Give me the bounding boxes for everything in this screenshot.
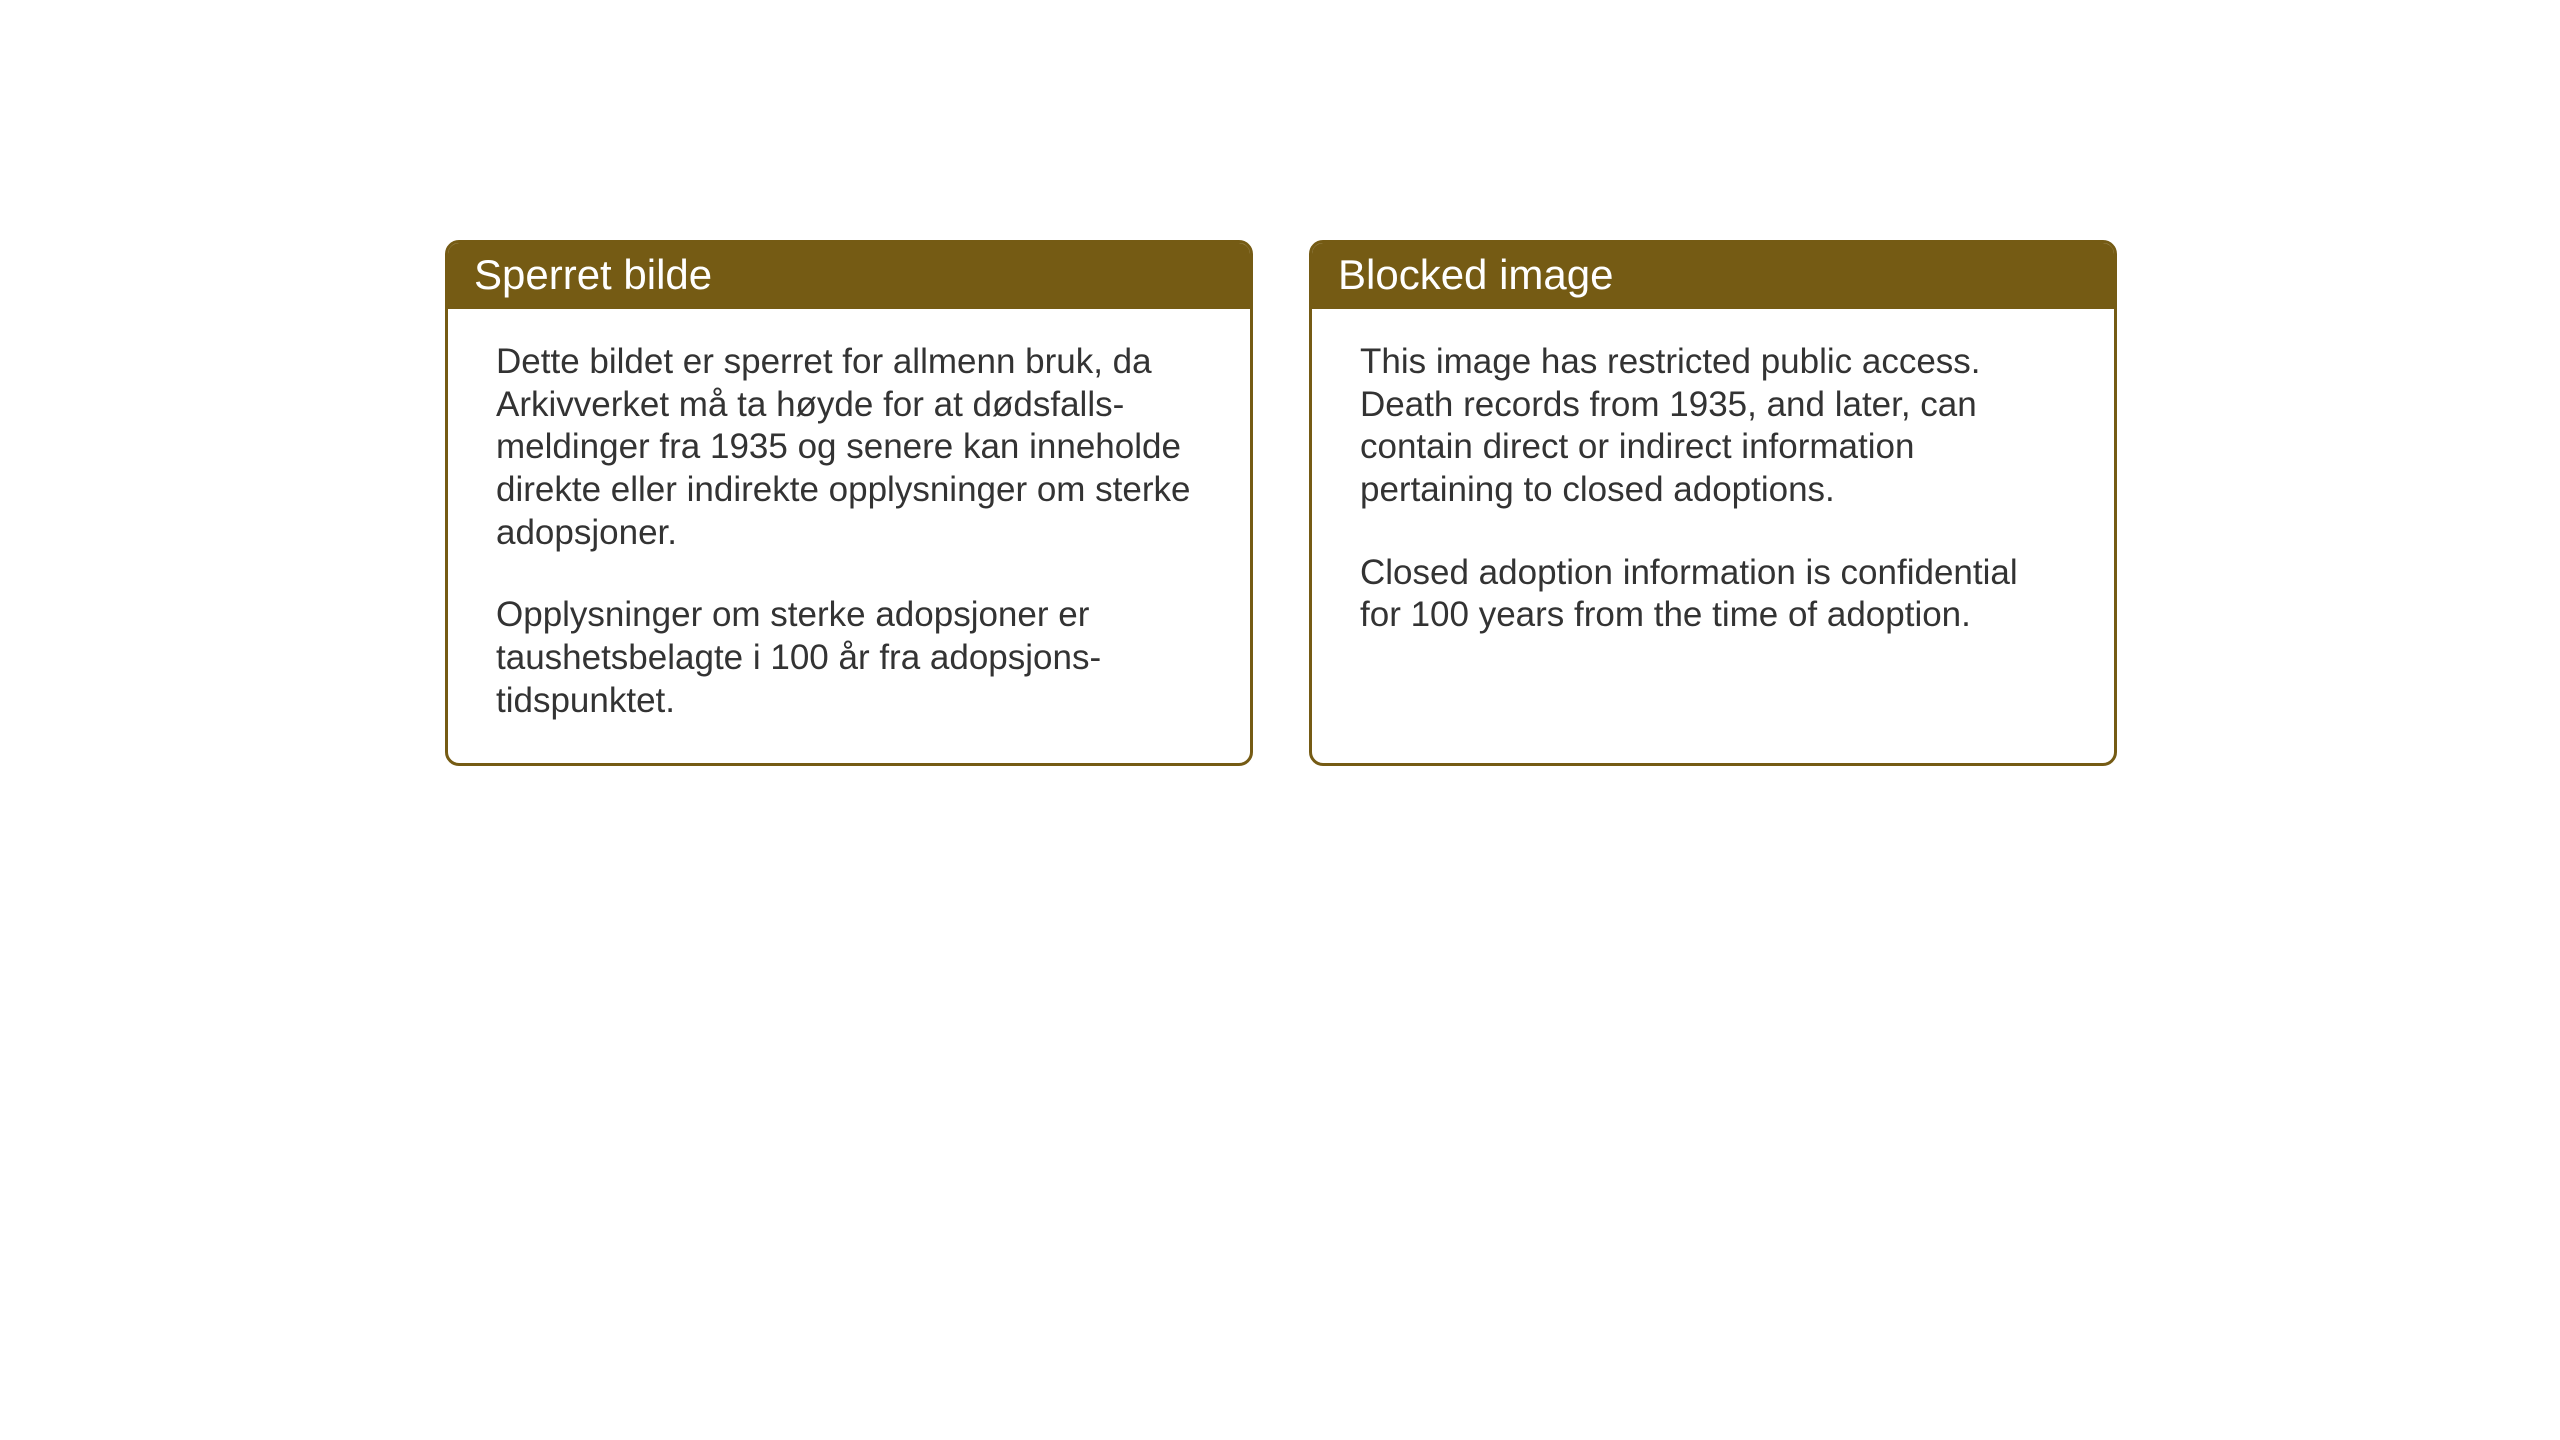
english-card-body: This image has restricted public access.… [1312, 309, 2114, 729]
norwegian-card-title: Sperret bilde [448, 243, 1250, 309]
norwegian-paragraph-1: Dette bildet er sperret for allmenn bruk… [496, 341, 1202, 554]
notice-container: Sperret bilde Dette bildet er sperret fo… [445, 240, 2117, 766]
english-card-title: Blocked image [1312, 243, 2114, 309]
english-notice-card: Blocked image This image has restricted … [1309, 240, 2117, 766]
norwegian-paragraph-2: Opplysninger om sterke adopsjoner er tau… [496, 594, 1202, 722]
english-paragraph-2: Closed adoption information is confident… [1360, 552, 2066, 637]
norwegian-notice-card: Sperret bilde Dette bildet er sperret fo… [445, 240, 1253, 766]
norwegian-card-body: Dette bildet er sperret for allmenn bruk… [448, 309, 1250, 763]
english-paragraph-1: This image has restricted public access.… [1360, 341, 2066, 512]
